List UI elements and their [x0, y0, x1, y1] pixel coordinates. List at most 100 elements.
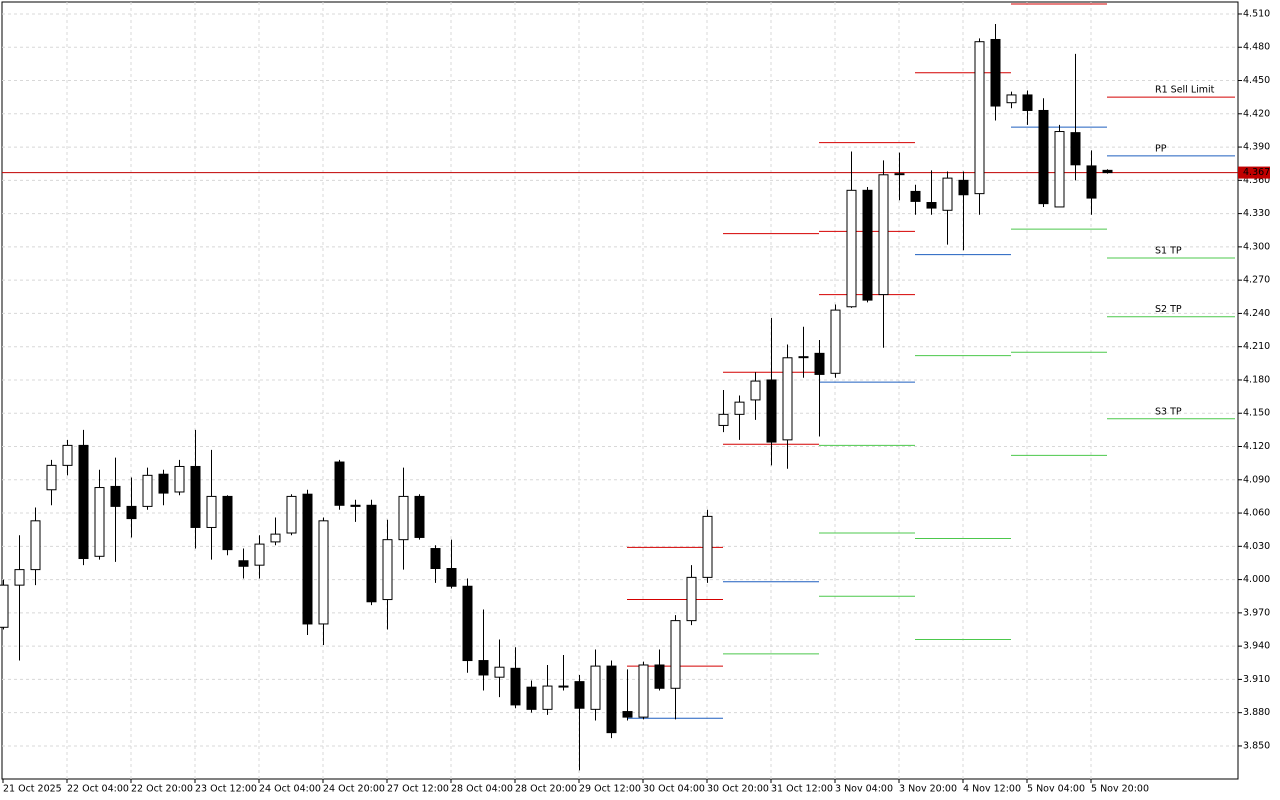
- x-tick-label: 30 Oct 20:00: [707, 784, 769, 795]
- x-tick-label: 3 Nov 20:00: [899, 784, 957, 795]
- candle-body: [638, 664, 649, 718]
- candle-body: [510, 667, 521, 706]
- y-tick-label: 4.240: [1243, 308, 1270, 319]
- x-tick-label: 29 Oct 12:00: [579, 784, 641, 795]
- y-tick-label: 4.510: [1243, 8, 1270, 19]
- y-tick-label: 3.850: [1243, 740, 1270, 751]
- candle-body: [782, 357, 793, 441]
- candle-body: [910, 190, 921, 202]
- x-tick-label: 24 Oct 04:00: [259, 784, 321, 795]
- candle-body: [1086, 165, 1097, 199]
- y-tick-label: 3.970: [1243, 607, 1270, 618]
- candle-body: [1102, 169, 1113, 174]
- candle-body: [318, 520, 329, 625]
- candle-body: [382, 539, 393, 601]
- candle-body: [302, 493, 313, 625]
- x-tick-label: 22 Oct 20:00: [131, 784, 193, 795]
- x-tick-label: 30 Oct 04:00: [643, 784, 705, 795]
- x-tick-label: 22 Oct 04:00: [67, 784, 129, 795]
- candle-body: [766, 379, 777, 443]
- candle-body: [126, 505, 137, 520]
- candle-body: [670, 620, 681, 689]
- candle-body: [958, 179, 969, 196]
- x-tick-label: 31 Oct 12:00: [771, 784, 833, 795]
- candle-body: [222, 495, 233, 551]
- y-tick-label: 4.330: [1243, 208, 1270, 219]
- x-tick-label: 27 Oct 12:00: [387, 784, 449, 795]
- candle-body: [158, 473, 169, 494]
- candle-body: [462, 585, 473, 662]
- candle-body: [926, 202, 937, 209]
- candle-body: [558, 685, 569, 688]
- candle-body: [78, 444, 89, 560]
- candle-body: [894, 173, 905, 176]
- y-tick-label: 4.270: [1243, 275, 1270, 286]
- candle-body: [702, 515, 713, 578]
- candle-body: [990, 38, 1001, 107]
- y-tick-label: 4.030: [1243, 541, 1270, 552]
- candle-body: [366, 504, 377, 603]
- candle-body: [110, 485, 121, 507]
- candle-body: [46, 464, 57, 491]
- y-tick-label: 4.120: [1243, 441, 1270, 452]
- candle-body: [542, 685, 553, 710]
- plot-frame: [1, 1, 1239, 780]
- y-tick-label: 4.210: [1243, 341, 1270, 352]
- x-tick-label: 28 Oct 04:00: [451, 784, 513, 795]
- candle-body: [350, 504, 361, 507]
- level-label: S2 TP: [1155, 304, 1182, 315]
- x-tick-label: 21 Oct 2025: [3, 784, 62, 795]
- x-tick-label: 4 Nov 12:00: [963, 784, 1021, 795]
- candle-body: [862, 189, 873, 301]
- last-price-label: 4.367: [1243, 167, 1270, 178]
- candle-body: [430, 548, 441, 570]
- candle-body: [334, 461, 345, 506]
- candle-body: [238, 560, 249, 567]
- candle-body: [174, 465, 185, 493]
- candle-body: [0, 584, 9, 628]
- candle-body: [446, 568, 457, 587]
- candle-body: [942, 177, 953, 211]
- y-tick-label: 4.450: [1243, 75, 1270, 86]
- candle-body: [622, 711, 633, 718]
- y-tick-label: 4.150: [1243, 408, 1270, 419]
- y-tick-label: 4.000: [1243, 574, 1270, 585]
- candle-body: [478, 660, 489, 676]
- last-price-box: [1238, 166, 1270, 179]
- candle-body: [1038, 109, 1049, 205]
- candle-body: [590, 665, 601, 710]
- candle-body: [606, 665, 617, 734]
- y-tick-label: 4.060: [1243, 508, 1270, 519]
- candle-body: [190, 465, 201, 528]
- y-tick-label: 3.910: [1243, 674, 1270, 685]
- candle-body: [974, 41, 985, 195]
- candle-body: [254, 543, 265, 566]
- candle-body: [494, 666, 505, 678]
- candle-body: [1054, 131, 1065, 208]
- candle-body: [270, 533, 281, 543]
- x-tick-label: 23 Oct 12:00: [195, 784, 257, 795]
- candle-body: [1070, 132, 1081, 166]
- candle-body: [206, 495, 217, 528]
- candle-body: [414, 495, 425, 538]
- level-label: S1 TP: [1155, 245, 1182, 256]
- candle-body: [62, 444, 73, 466]
- x-tick-label: 3 Nov 04:00: [835, 784, 893, 795]
- candle-body: [142, 474, 153, 507]
- x-tick-label: 28 Oct 20:00: [515, 784, 577, 795]
- candle-body: [734, 401, 745, 415]
- candle-body: [526, 686, 537, 710]
- y-tick-label: 3.940: [1243, 641, 1270, 652]
- candle-body: [30, 520, 41, 571]
- candle-body: [686, 576, 697, 622]
- candle-body: [398, 495, 409, 541]
- candle-body: [654, 664, 665, 689]
- y-tick-label: 4.360: [1243, 175, 1270, 186]
- level-label: S3 TP: [1155, 406, 1182, 417]
- candle-body: [878, 174, 889, 296]
- candle-body: [1022, 94, 1033, 111]
- y-tick-label: 4.480: [1243, 42, 1270, 53]
- y-tick-label: 4.390: [1243, 142, 1270, 153]
